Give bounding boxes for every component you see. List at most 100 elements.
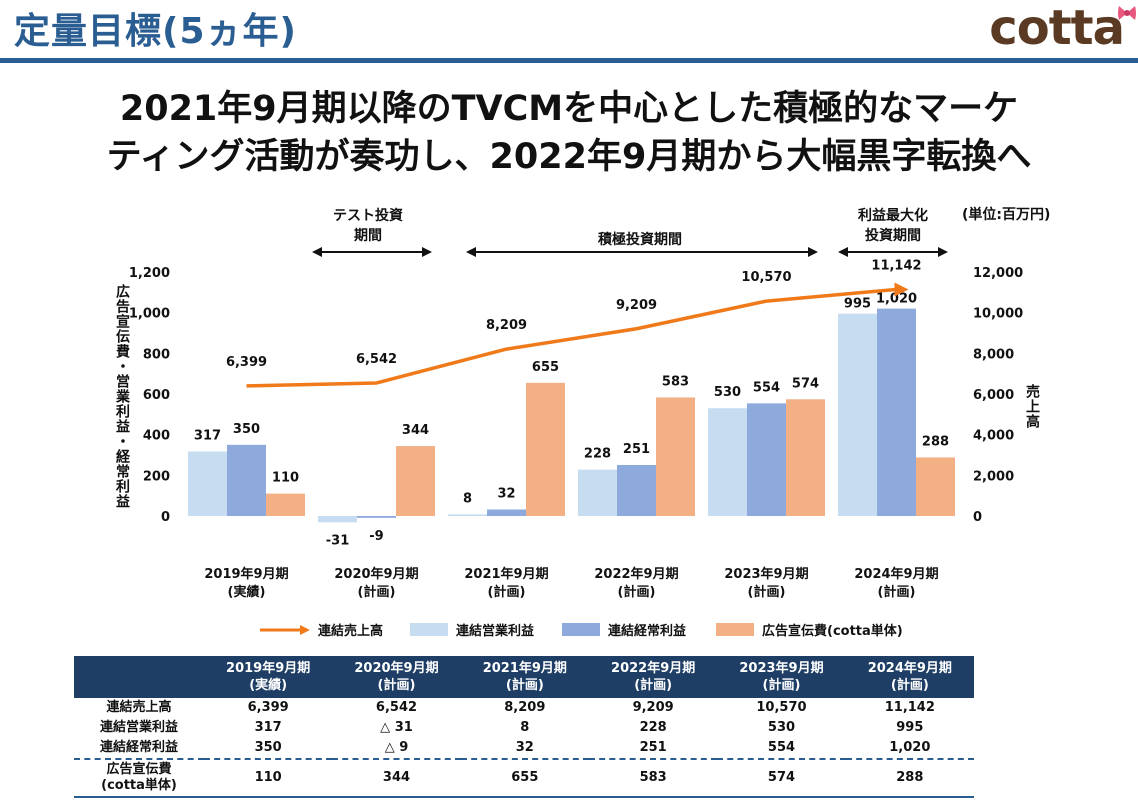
bar-data-label: 554 (753, 380, 780, 395)
period-profit-max-label: 利益最大化 投資期間 (838, 206, 948, 246)
period-arrow-head-left (838, 247, 848, 257)
table-header-2023: 2023年9月期 (計画) (717, 656, 846, 698)
period-profit-max-line2: 投資期間 (865, 228, 921, 244)
bar (708, 408, 747, 516)
x-axis-category-label: 2024年9月期 (計画) (854, 567, 939, 600)
legend-item-sales: 連結売上高 (260, 620, 383, 639)
bar (227, 444, 266, 516)
table-cell: 554 (767, 740, 796, 755)
table-cell: 32 (515, 740, 534, 755)
table-cell: 110 (204, 758, 333, 798)
chart-canvas: 0 200 400 600 800 1,000 1,200 0 2,000 4,000 6,000 8… (129, 247, 1023, 548)
legend-item-adcost: 広告宣伝費(cotta単体) (716, 620, 903, 639)
table-cell: 317 (254, 720, 282, 735)
bar (916, 457, 955, 516)
bar (396, 446, 435, 516)
bar-data-label: -31 (326, 533, 350, 548)
page-title: 定量目標(5ヵ年) (14, 11, 297, 52)
bar (266, 493, 305, 516)
period-arrow-head-left (312, 247, 322, 257)
left-axis-tick-label: 1,000 (129, 307, 170, 322)
bar (578, 469, 617, 516)
table-cell: 6,399 (247, 700, 289, 715)
period-test-line2: 期間 (354, 228, 382, 244)
table-cell: 228 (639, 720, 667, 735)
table-cell: 344 (332, 758, 461, 798)
legend-label-adcost: 広告宣伝費(cotta単体) (762, 624, 903, 639)
right-axis-tick-label: 2,000 (973, 469, 1014, 484)
period-arrow-head-left (466, 247, 476, 257)
x-axis-category-label: 2019年9月期 (実績) (204, 567, 289, 600)
legend-swatch-adcost (716, 623, 754, 636)
bar-data-label: -9 (369, 529, 383, 544)
legend-label-sales: 連結売上高 (318, 624, 384, 639)
legend-item-ordinary: 連結経常利益 (562, 620, 686, 639)
table-cell: 8,209 (504, 700, 546, 715)
bar-data-label: 344 (402, 423, 429, 438)
bar-data-label: 1,020 (876, 292, 917, 307)
left-axis-tick-label: 600 (143, 388, 170, 403)
table-row: 連結営業利益 317 △ 31 8 228 530 995 (74, 718, 974, 738)
period-arrow-head-right (808, 247, 818, 257)
row-label-ordinary: 連結経常利益 (99, 740, 178, 755)
headline-line-1: 2021年9月期以降のTVCMを中心とした積極的なマーケ (119, 89, 1019, 129)
right-axis-tick-label: 12,000 (973, 266, 1023, 281)
legend-swatch-ordinary (562, 623, 600, 636)
x-axis-category-label: 2020年9月期 (計画) (334, 567, 419, 600)
table-row: 広告宣伝費 (cotta単体) 110 344 655 583 574 288 (74, 758, 974, 798)
period-test-line1: テスト投資 (333, 208, 403, 224)
line-data-label: 9,209 (616, 298, 657, 313)
line-data-label: 6,542 (356, 352, 397, 367)
right-axis-tick-label: 10,000 (973, 307, 1023, 322)
left-axis-title: 広告宣伝費・営業利益・経常利益 (114, 284, 130, 509)
headline-line-2: ティング活動が奏功し、2022年9月期から大幅黒字転換へ (106, 137, 1032, 177)
table-header-2019: 2019年9月期 (実績) (204, 656, 333, 698)
legend-swatch-operating (410, 623, 448, 636)
bar-data-label: 8 (463, 491, 472, 506)
bar (747, 403, 786, 516)
bar (487, 509, 526, 516)
left-axis-tick-label: 0 (161, 510, 170, 525)
table-cell: 288 (845, 758, 974, 798)
logo-text: cotta (989, 0, 1125, 56)
row-label-sales: 連結売上高 (106, 700, 172, 715)
bar (188, 451, 227, 516)
sales-line (246, 287, 897, 388)
table-cell: 10,570 (756, 700, 807, 715)
line-data-label: 6,399 (226, 355, 267, 370)
table-cell: 11,142 (884, 700, 935, 715)
table-cell: 9,209 (632, 700, 674, 715)
period-test-label: テスト投資 期間 (318, 206, 418, 246)
legend-label-operating: 連結営業利益 (456, 624, 535, 639)
bar-data-label: 317 (194, 429, 221, 444)
table-header-2021: 2021年9月期 (計画) (460, 656, 589, 698)
table-header-row: 2019年9月期 (実績) 2020年9月期 (計画) 2021年9月期 (計画) 2… (74, 656, 974, 698)
bar (838, 313, 877, 516)
bar (357, 516, 396, 518)
table-header-2024: 2024年9月期 (計画) (845, 656, 974, 698)
table-cell: △ 31 (380, 720, 413, 735)
table-row: 連結経常利益 350 △ 9 32 251 554 1,020 (74, 738, 974, 759)
line-data-label: 11,142 (871, 258, 921, 273)
cotta-logo: cotta (989, 0, 1125, 56)
sales-line-arrowhead (894, 282, 909, 297)
x-axis-category-label: 2022年9月期 (計画) (594, 567, 679, 600)
table-cell: 1,020 (889, 740, 931, 755)
legend-line-arrow-icon (260, 624, 310, 635)
line-data-label: 8,209 (486, 318, 527, 333)
ribbon-icon (1118, 6, 1136, 20)
left-axis-tick-label: 800 (143, 347, 170, 362)
legend-item-operating: 連結営業利益 (410, 620, 534, 639)
table-cell: 350 (254, 740, 282, 755)
table-cell: 655 (460, 758, 589, 798)
bar (318, 516, 357, 523)
legend-label-ordinary: 連結経常利益 (608, 624, 687, 639)
bar (448, 514, 487, 516)
table-cell: 8 (520, 720, 530, 735)
bar-data-label: 288 (922, 434, 949, 449)
period-aggressive-line1: 積極投資期間 (598, 232, 682, 248)
bar (656, 397, 695, 516)
table-cell: 995 (896, 720, 924, 735)
row-label-adcost: 広告宣伝費 (cotta単体) (74, 758, 204, 798)
right-axis-tick-label: 8,000 (973, 347, 1014, 362)
